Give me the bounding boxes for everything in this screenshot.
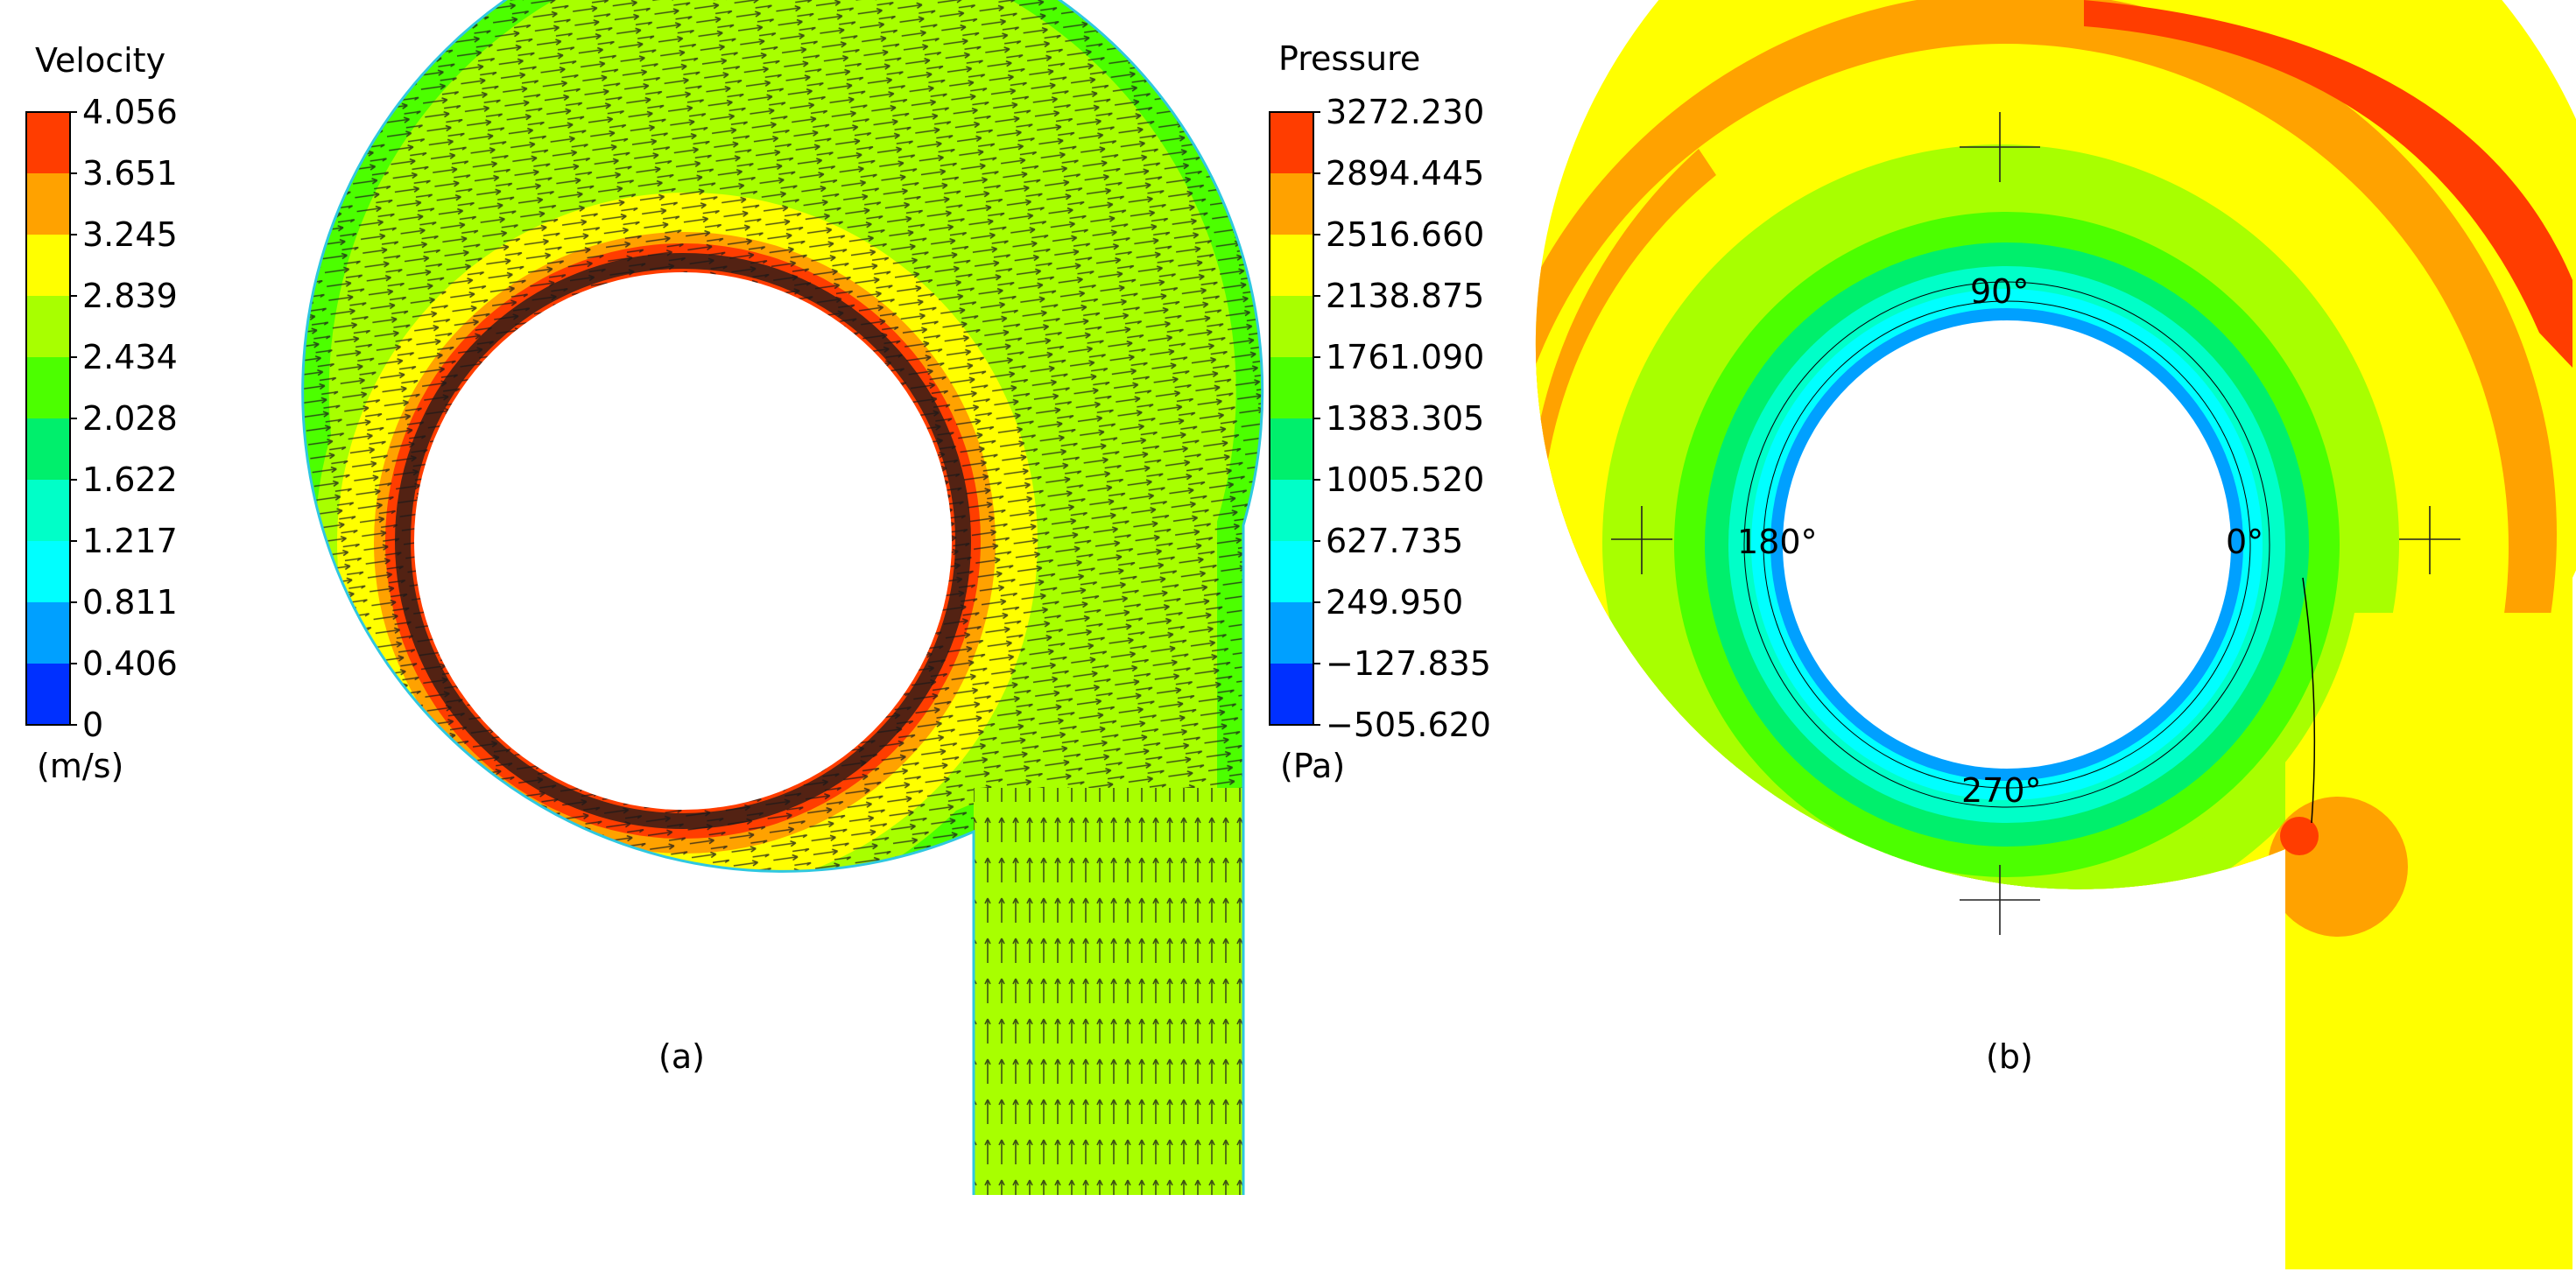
pressure-unit-label: (Pa) — [1280, 747, 1345, 785]
velocity-tick-label: 0.406 — [82, 644, 178, 683]
pressure-colorbar-swatch — [1270, 480, 1313, 541]
pressure-tick-label: 3272.230 — [1326, 93, 1484, 131]
velocity-tick-label: 1.622 — [82, 460, 178, 499]
pressure-tick-label: 627.735 — [1326, 522, 1463, 560]
pressure-tick-label: 2138.875 — [1326, 277, 1484, 315]
velocity-colorbar-swatch — [26, 173, 70, 235]
velocity-colorbar-swatch — [26, 296, 70, 357]
velocity-tick-label: 4.056 — [82, 93, 178, 131]
pressure-tick-label: −127.835 — [1326, 644, 1491, 683]
pressure-tick-label: 1761.090 — [1326, 338, 1484, 376]
velocity-colorbar-swatch — [26, 235, 70, 296]
velocity-tick-label: 3.651 — [82, 154, 178, 193]
velocity-tick-label: 2.434 — [82, 338, 178, 376]
velocity-tick-label: 0 — [82, 706, 103, 744]
pressure-legend-title: Pressure — [1278, 39, 1420, 78]
pressure-tick-label: 2516.660 — [1326, 215, 1484, 254]
velocity-colorbar-swatch — [26, 480, 70, 541]
velocity-legend: Velocity 4.056 3.651 3.245 2.839 2.434 2.028 1… — [25, 41, 178, 785]
velocity-colorbar-swatch — [26, 112, 70, 173]
pressure-tick-labels: 3272.230 2894.445 2516.660 2138.875 1761.090… — [1313, 93, 1491, 744]
velocity-tick-label: 2.028 — [82, 399, 178, 438]
velocity-unit-label: (m/s) — [37, 747, 123, 785]
pressure-colorbar-swatch — [1270, 664, 1313, 725]
velocity-colorbar-swatch — [26, 418, 70, 480]
velocity-colorbar-swatch — [26, 541, 70, 602]
pressure-tick-label: 2894.445 — [1326, 154, 1484, 193]
pressure-colorbar-swatch — [1270, 112, 1313, 173]
pressure-colorbar — [1269, 111, 1314, 726]
pressure-colorbar-swatch — [1270, 602, 1313, 664]
pressure-colorbar-swatch — [1270, 173, 1313, 235]
velocity-tick-label: 0.811 — [82, 583, 178, 622]
angle-label-270: 270° — [1961, 771, 2042, 810]
angle-label-180: 180° — [1737, 523, 1818, 561]
velocity-colorbar-swatch — [26, 357, 70, 418]
pressure-colorbar-swatch — [1270, 296, 1313, 357]
velocity-colorbar-swatch — [26, 602, 70, 664]
pressure-colorbar-swatch — [1270, 357, 1313, 418]
velocity-tick-label: 1.217 — [82, 522, 178, 560]
velocity-legend-title: Velocity — [35, 41, 165, 80]
crosshair-markers — [1611, 112, 2460, 935]
pressure-tick-label: 1383.305 — [1326, 399, 1484, 438]
panel-b-caption: (b) — [1986, 1037, 2033, 1076]
pressure-colorbar-swatch — [1270, 418, 1313, 480]
pressure-tick-label: 249.950 — [1326, 583, 1463, 622]
velocity-tick-label: 2.839 — [82, 277, 178, 315]
velocity-tick-label: 3.245 — [82, 215, 178, 254]
angle-label-90: 90° — [1970, 272, 2029, 311]
pressure-tick-label: 1005.520 — [1326, 460, 1484, 499]
pressure-tick-label: −505.620 — [1326, 706, 1491, 744]
panel-a-caption: (a) — [658, 1037, 705, 1076]
pressure-colorbar-swatch — [1270, 541, 1313, 602]
velocity-contour-panel — [301, 0, 1264, 1196]
pressure-colorbar-swatch — [1270, 235, 1313, 296]
velocity-tick-labels: 4.056 3.651 3.245 2.839 2.434 2.028 1.622 1.217… — [70, 93, 178, 744]
velocity-colorbar-swatch — [26, 664, 70, 725]
pressure-legend: Pressure 3272.230 2894.445 2516.660 2138.87… — [1269, 39, 1491, 785]
angle-label-0: 0° — [2226, 523, 2263, 561]
pressure-contour-panel: 90° 180° 0° 270° — [1535, 0, 2576, 1270]
velocity-colorbar — [25, 111, 71, 726]
